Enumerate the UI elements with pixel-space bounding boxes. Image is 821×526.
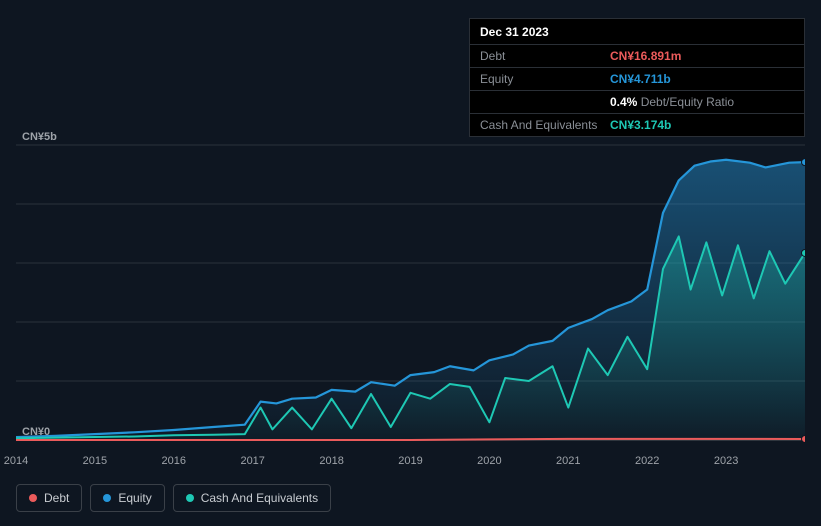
legend-label: Debt bbox=[44, 491, 69, 505]
legend-item-cash[interactable]: Cash And Equivalents bbox=[173, 484, 331, 512]
tooltip-label-ratio bbox=[480, 95, 602, 109]
legend-dot-icon bbox=[103, 494, 111, 502]
x-tick-label: 2022 bbox=[635, 455, 659, 467]
tooltip-row-equity: Equity CN¥4.711b bbox=[470, 68, 804, 91]
legend-dot-icon bbox=[186, 494, 194, 502]
x-tick-label: 2020 bbox=[477, 455, 501, 467]
tooltip-row-cash: Cash And Equivalents CN¥3.174b bbox=[470, 114, 804, 136]
tooltip-ratio-pct: 0.4% bbox=[610, 95, 637, 109]
legend-label: Equity bbox=[118, 491, 151, 505]
tooltip-panel: Dec 31 2023 Debt CN¥16.891m Equity CN¥4.… bbox=[469, 18, 805, 137]
tooltip-value-cash: CN¥3.174b bbox=[610, 118, 671, 132]
tooltip-value-equity: CN¥4.711b bbox=[610, 72, 671, 86]
legend-dot-icon bbox=[29, 494, 37, 502]
x-tick-label: 2016 bbox=[162, 455, 186, 467]
legend-item-debt[interactable]: Debt bbox=[16, 484, 82, 512]
x-tick-label: 2018 bbox=[319, 455, 343, 467]
x-tick-label: 2021 bbox=[556, 455, 580, 467]
legend-label: Cash And Equivalents bbox=[201, 491, 318, 505]
tooltip-value-debt: CN¥16.891m bbox=[610, 49, 681, 63]
legend-item-equity[interactable]: Equity bbox=[90, 484, 164, 512]
tooltip-label-cash: Cash And Equivalents bbox=[480, 118, 602, 132]
tooltip-ratio-text: Debt/Equity Ratio bbox=[641, 95, 734, 109]
y-tick-label: CN¥0 bbox=[22, 426, 50, 438]
debt-end-marker bbox=[802, 435, 806, 442]
cash-end-marker bbox=[802, 249, 806, 256]
tooltip-date: Dec 31 2023 bbox=[470, 19, 804, 45]
x-tick-label: 2014 bbox=[4, 455, 28, 467]
x-tick-label: 2019 bbox=[398, 455, 422, 467]
equity-end-marker bbox=[802, 159, 806, 166]
y-tick-label: CN¥5b bbox=[22, 131, 57, 143]
tooltip-row-ratio: 0.4% Debt/Equity Ratio bbox=[470, 91, 804, 114]
chart-svg bbox=[16, 140, 805, 465]
tooltip-row-debt: Debt CN¥16.891m bbox=[470, 45, 804, 68]
x-tick-label: 2017 bbox=[240, 455, 264, 467]
chart-area[interactable]: CN¥5bCN¥0 201420152016201720182019202020… bbox=[16, 140, 805, 465]
x-tick-label: 2015 bbox=[83, 455, 107, 467]
legend: Debt Equity Cash And Equivalents bbox=[16, 484, 331, 512]
tooltip-label-debt: Debt bbox=[480, 49, 602, 63]
x-tick-label: 2023 bbox=[714, 455, 738, 467]
tooltip-label-equity: Equity bbox=[480, 72, 602, 86]
